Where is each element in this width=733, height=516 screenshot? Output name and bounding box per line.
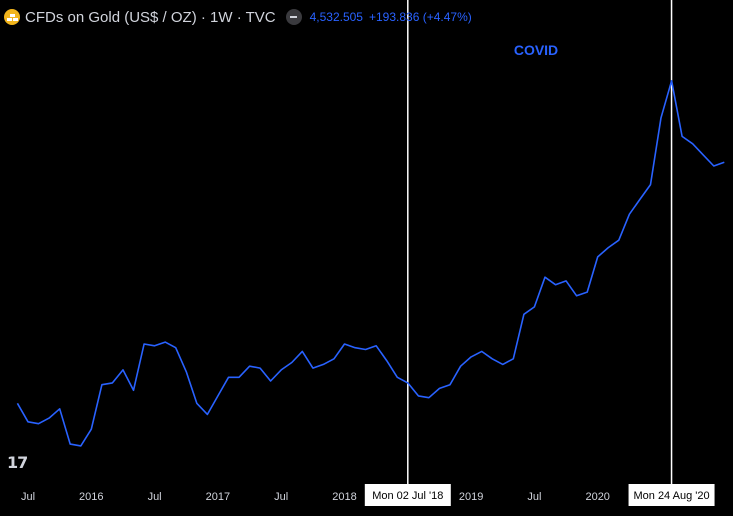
x-tick-label: 2016 (79, 491, 103, 503)
crosshair-date-box (628, 484, 715, 506)
price-line (16, 80, 725, 447)
x-tick-label: Jul (527, 491, 541, 503)
minus-icon[interactable] (285, 9, 302, 25)
x-tick-label: 2019 (459, 491, 483, 503)
symbol-title[interactable]: CFDs on Gold (US$ / OZ) · 1W · TVC (25, 8, 276, 26)
crosshair-date-box (364, 484, 451, 506)
crosshair-date-label: Mon 02 Jul '18 (372, 490, 443, 502)
tradingview-logo-icon[interactable]: 17 (7, 453, 28, 472)
x-tick-label: Jul (274, 491, 288, 503)
gold-bars-icon[interactable] (4, 9, 20, 25)
chart-header: CFDs on Gold (US$ / OZ) · 1W · TVC 4,532… (4, 4, 472, 30)
price-change: +193.836 (+4.47%) (368, 10, 472, 24)
last-price: 4,532.505 (309, 10, 363, 24)
annotation-covid: COVID (514, 42, 558, 58)
x-tick-label: 2020 (585, 491, 609, 503)
crosshair-date-label: Mon 24 Aug '20 (633, 490, 709, 502)
x-tick-label: Jul (21, 491, 35, 503)
x-tick-label: 2018 (332, 491, 356, 503)
x-tick-label: 2017 (206, 491, 230, 503)
x-tick-label: Jul (148, 491, 162, 503)
